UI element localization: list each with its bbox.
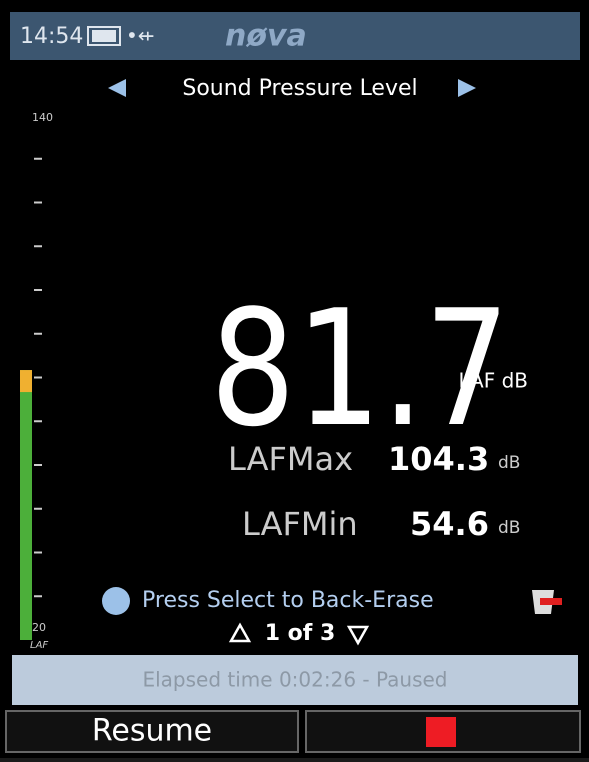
device-screen: 14:54 •⇷ nøva Sound Pressure Level 140 8… (0, 0, 589, 758)
info-icon (102, 587, 130, 615)
usb-icon: •⇷ (126, 24, 155, 48)
meter-unit: LAF (30, 640, 48, 651)
time: 14:54 (20, 24, 83, 49)
erase-arrow (540, 598, 562, 605)
brand: nøva (225, 19, 307, 54)
stat-value: 104.3 (388, 440, 489, 478)
level-bar (20, 370, 32, 640)
page-indicator: 1 of 3 (265, 621, 336, 646)
level-peak (20, 370, 32, 392)
battery-fill (92, 30, 116, 42)
stat-unit: dB (498, 518, 520, 538)
stat-label: LAFMax (228, 440, 353, 478)
meter-max: 140 (32, 111, 53, 124)
screen-title: Sound Pressure Level (182, 76, 417, 101)
elapsed-text: Elapsed time 0:02:26 - Paused (142, 668, 447, 692)
stat-unit: dB (498, 453, 520, 473)
reading-unit: LAF dB (458, 369, 528, 393)
resume-label: Resume (92, 714, 212, 749)
hint: Press Select to Back-Erase (142, 588, 434, 613)
stat-label: LAFMin (242, 505, 358, 543)
stop-icon (426, 717, 456, 747)
stat-value: 54.6 (410, 505, 489, 543)
meter-min: 20 (32, 621, 46, 634)
